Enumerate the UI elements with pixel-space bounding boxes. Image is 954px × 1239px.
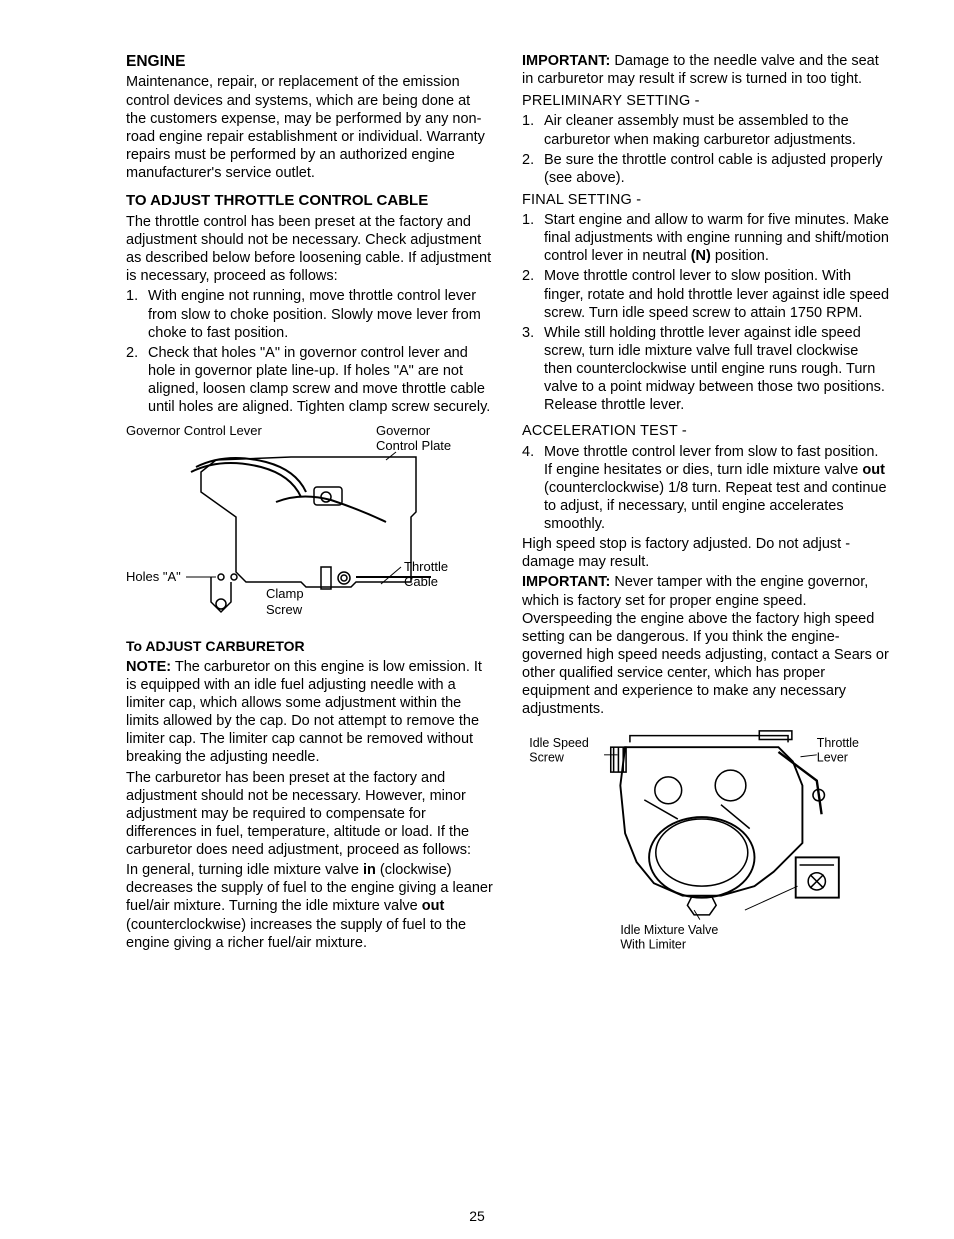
list-acceleration: 4.Move throttle control lever from slow … (522, 443, 890, 534)
left-column: ENGINE Maintenance, repair, or replaceme… (126, 52, 494, 962)
heading-throttle-cable: TO ADJUST THROTTLE CONTROL CABLE (126, 192, 494, 211)
label-gov-plate-2: Control Plate (376, 438, 451, 453)
label-idle-mixture-1: Idle Mixture Valve (620, 923, 718, 937)
list-preliminary: 1.Air cleaner assembly must be assembled… (522, 112, 890, 187)
label-throttle-lever-1: Throttle (817, 737, 859, 751)
para-important-2: IMPORTANT: Never tamper with the engine … (522, 573, 890, 718)
label-idle-speed-1: Idle Speed (529, 737, 589, 751)
label-clamp-1: Clamp (266, 586, 304, 601)
heading-final: FINAL SETTING - (522, 191, 890, 209)
label-throttle-cable-2: Cable (404, 574, 438, 589)
heading-engine: ENGINE (126, 52, 494, 71)
list-item: 2.Be sure the throttle control cable is … (522, 151, 890, 187)
list-item: 4.Move throttle control lever from slow … (522, 443, 890, 534)
label-clamp-2: Screw (266, 602, 303, 617)
list-item: 2.Move throttle control lever to slow po… (522, 267, 890, 321)
para-important-1: IMPORTANT: Damage to the needle valve an… (522, 52, 890, 88)
heading-preliminary: PRELIMINARY SETTING - (522, 92, 890, 110)
label-idle-mixture-2: With Limiter (620, 938, 686, 952)
label-holes-a: Holes "A" (126, 569, 181, 584)
para-carb-note: NOTE: The carburetor on this engine is l… (126, 658, 494, 767)
heading-carburetor: To ADJUST CARBURETOR (126, 638, 494, 656)
para-carb-preset: The carburetor has been preset at the fa… (126, 769, 494, 860)
list-throttle-steps: 1.With engine not running, move throttle… (126, 287, 494, 416)
para-throttle-intro: The throttle control has been preset at … (126, 213, 494, 286)
figure-carburetor: Idle Speed Screw Throttle Lever Idle Mix… (522, 728, 890, 958)
label-gov-plate-1: Governor (376, 423, 431, 438)
label-throttle-cable-1: Throttle (404, 559, 448, 574)
list-item: 1.Start engine and allow to warm for fiv… (522, 211, 890, 265)
list-item: 3.While still holding throttle lever aga… (522, 324, 890, 415)
label-gov-control-lever: Governor Control Lever (126, 423, 263, 438)
right-column: IMPORTANT: Damage to the needle valve an… (522, 52, 890, 962)
list-item: 1.Air cleaner assembly must be assembled… (522, 112, 890, 148)
para-carb-inout: In general, turning idle mixture valve i… (126, 861, 494, 952)
list-item: 2.Check that holes "A" in governor contr… (126, 344, 494, 417)
list-item: 1.With engine not running, move throttle… (126, 287, 494, 341)
label-idle-speed-2: Screw (529, 751, 565, 765)
figure-governor: Governor Control Lever Governor Control … (126, 422, 494, 632)
para-engine-intro: Maintenance, repair, or replacement of t… (126, 73, 494, 182)
label-throttle-lever-2: Lever (817, 751, 848, 765)
para-high-speed: High speed stop is factory adjusted. Do … (522, 535, 890, 571)
page-number: 25 (469, 1208, 485, 1226)
list-final: 1.Start engine and allow to warm for fiv… (522, 211, 890, 414)
heading-acceleration: ACCELERATION TEST - (522, 422, 890, 440)
